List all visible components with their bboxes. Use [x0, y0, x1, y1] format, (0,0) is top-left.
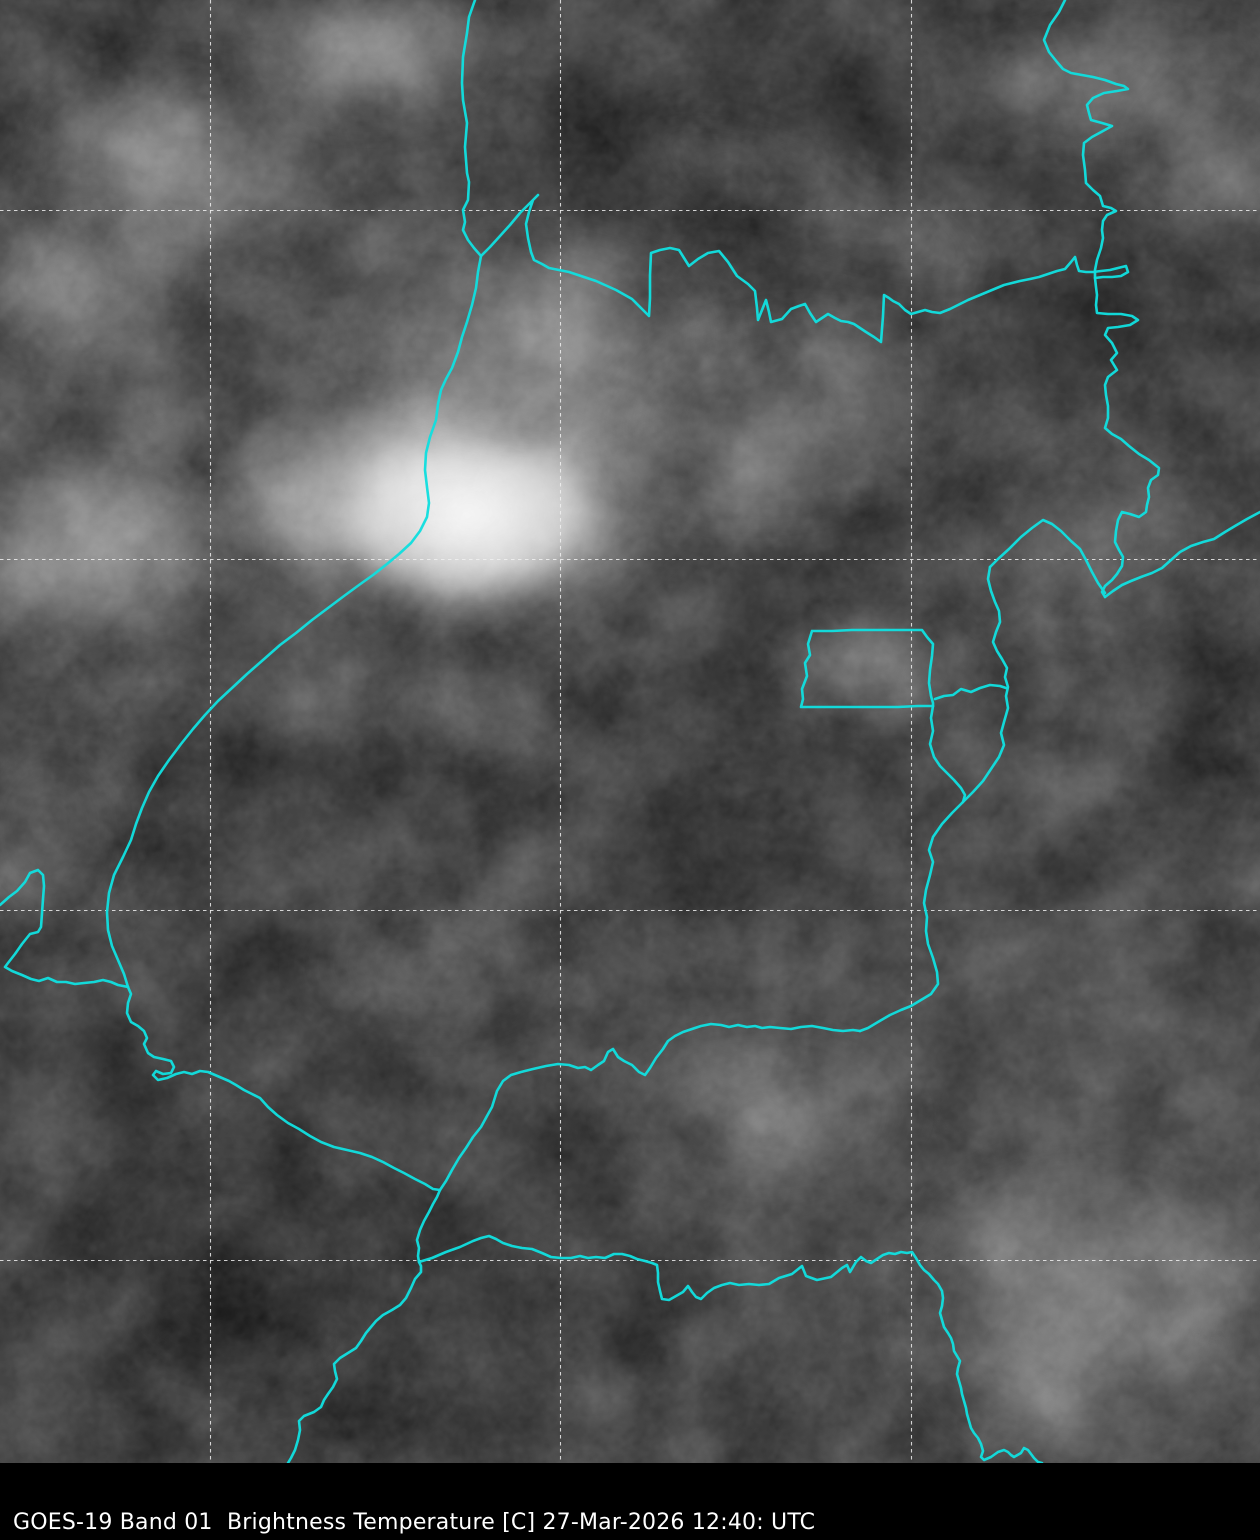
boundary-state-line-ne	[1103, 510, 1260, 599]
boundary-boundary-s-east	[417, 1234, 1044, 1463]
boundary-left-hook	[0, 868, 130, 989]
boundary-river-east	[1042, 0, 1161, 599]
state-boundary-lines	[0, 0, 1260, 1463]
boundary-county-river-link	[928, 704, 967, 804]
boundary-county-box	[799, 628, 935, 709]
boundary-state-line-v	[438, 1022, 862, 1192]
caption-text: GOES-19 Band 01 Brightness Temperature […	[13, 1510, 816, 1535]
boundary-boundary-hat-west	[988, 518, 1107, 595]
boundary-boundary-sw-lower	[125, 985, 442, 1192]
map-overlay	[0, 0, 1260, 1463]
boundary-river-west-upper	[460, 0, 483, 258]
boundary-river-east-lower	[858, 565, 1010, 1033]
caption-bar: GOES-19 Band 01 Brightness Temperature […	[0, 1463, 1260, 1540]
boundary-boundary-s-descend	[286, 1188, 442, 1463]
boundary-river-west-lower	[105, 254, 483, 989]
satellite-imagery	[0, 0, 1260, 1463]
latlon-gridlines	[0, 0, 1260, 1463]
boundary-state-line-east-west	[479, 193, 1130, 344]
boundary-box-east-link	[933, 683, 1008, 701]
